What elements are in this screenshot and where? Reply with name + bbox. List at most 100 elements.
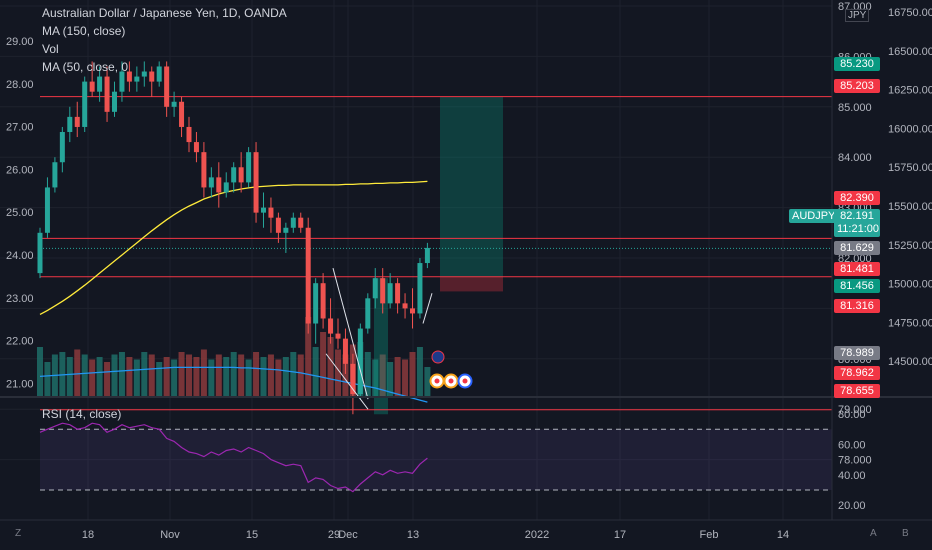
candle	[193, 132, 199, 163]
volume-bar	[200, 349, 207, 397]
position-profit-zone	[440, 96, 503, 277]
candle	[328, 298, 334, 344]
candle-body	[402, 303, 408, 309]
price-tick-label: 79.000	[838, 404, 872, 416]
volume-bar	[409, 352, 416, 397]
candle	[67, 106, 73, 143]
zoom-icon[interactable]: Z	[15, 528, 22, 539]
candle	[97, 66, 103, 102]
price-tag: 81.481	[834, 262, 880, 276]
candle	[201, 142, 207, 198]
candle-body	[380, 278, 386, 304]
volume-bar	[424, 367, 431, 397]
candle-body	[365, 298, 371, 329]
volume-bar	[253, 352, 260, 397]
log-scale-button[interactable]: B	[902, 528, 909, 539]
rsi-legend[interactable]: RSI (14, close)	[42, 407, 122, 421]
legend-ma50[interactable]: MA (50, close, 0	[42, 60, 129, 74]
price-tick-label: 84.000	[838, 152, 872, 164]
candle	[283, 222, 289, 253]
volume-bar	[96, 357, 103, 397]
candle-body	[179, 101, 185, 127]
volume-bar	[193, 357, 200, 397]
volume-bar	[387, 362, 394, 397]
auto-scale-button[interactable]: A	[870, 528, 877, 539]
event-dot	[448, 378, 454, 384]
symbol-tag[interactable]: AUDJPY	[789, 209, 839, 223]
candle-body	[387, 283, 393, 304]
price-tag: 82.390	[834, 191, 880, 205]
candle-body	[246, 152, 252, 183]
secondary-tick-label: 16250.00	[888, 85, 932, 97]
candle	[126, 61, 132, 92]
candle	[261, 192, 266, 228]
volume-bar	[141, 352, 148, 397]
currency-unit-badge[interactable]: JPY	[845, 9, 870, 22]
candle	[119, 61, 125, 102]
candle	[59, 126, 65, 173]
candle	[275, 212, 281, 243]
wedge-upper-line	[332, 267, 369, 400]
candle-body	[223, 182, 229, 193]
volume-bar	[66, 357, 73, 397]
candle-body	[320, 283, 326, 319]
candle	[313, 278, 319, 344]
candle	[410, 288, 415, 329]
candle	[89, 61, 95, 97]
volume-bars	[37, 317, 431, 397]
volume-bar	[267, 354, 274, 397]
rsi-pane	[39, 422, 832, 493]
price-tag: 85.203	[834, 79, 880, 93]
candle-body	[126, 71, 132, 82]
volume-bar	[186, 354, 192, 397]
rsi-tick-label: 60.00	[838, 439, 866, 451]
volume-bar	[148, 354, 155, 397]
volume-bar	[245, 359, 252, 397]
candle-body	[193, 142, 199, 153]
candle-body	[208, 177, 214, 188]
volume-bar	[208, 359, 215, 397]
event-dot	[462, 378, 468, 384]
volume-bar	[104, 362, 111, 397]
candle-body	[268, 207, 274, 218]
candle	[74, 101, 80, 138]
legend-vol[interactable]: Vol	[42, 42, 59, 56]
long-position-box[interactable]	[374, 96, 503, 415]
time-tick-label: 29	[328, 529, 340, 541]
candle	[179, 96, 185, 138]
candle	[387, 273, 393, 309]
volume-bar	[394, 357, 401, 397]
secondary-tick-label: 15750.00	[888, 162, 932, 174]
volume-bar	[372, 359, 379, 397]
volume-bar	[215, 354, 222, 397]
candle-body	[290, 217, 296, 228]
time-tick-label: Dec	[338, 529, 358, 541]
time-tick-label: 15	[246, 529, 258, 541]
left-tick-label: 27.00	[6, 122, 34, 134]
candle	[141, 61, 147, 87]
trend-drawings[interactable]	[325, 267, 433, 410]
secondary-tick-label: 14750.00	[888, 317, 932, 329]
legend-ma150[interactable]: MA (150, close)	[42, 24, 126, 38]
candle	[164, 61, 170, 117]
volume-bar	[312, 347, 319, 397]
recovery-highlight	[374, 278, 388, 415]
volume-bar	[111, 354, 118, 397]
left-tick-label: 21.00	[6, 378, 34, 390]
volume-bar	[89, 359, 96, 397]
volume-bar	[402, 359, 409, 397]
event-icons[interactable]	[429, 350, 473, 389]
secondary-tick-label: 16750.00	[888, 7, 932, 19]
rsi-tick-label: 20.00	[838, 500, 866, 512]
candle	[156, 61, 162, 87]
bar-countdown: 11:21:00	[837, 223, 880, 235]
candle-body	[342, 338, 348, 364]
ma150-line	[39, 366, 428, 403]
horizontal-levels[interactable]	[40, 96, 832, 411]
volume-bar	[275, 359, 282, 397]
volume-bar	[305, 317, 312, 397]
candle-body	[52, 162, 58, 188]
volume-bar	[335, 349, 341, 397]
candle	[82, 76, 88, 132]
